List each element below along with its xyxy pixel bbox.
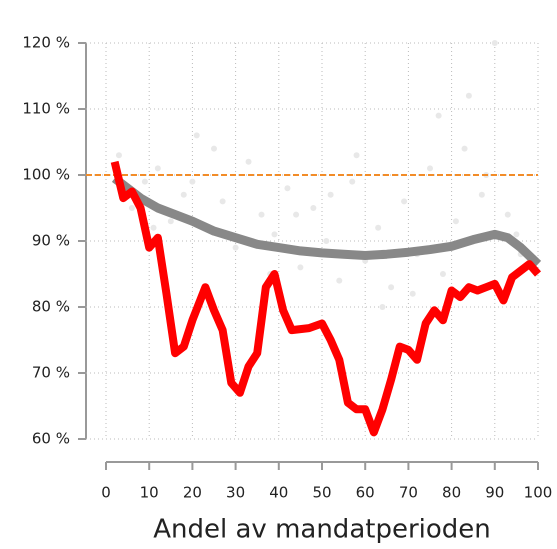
scatter-point	[401, 198, 408, 205]
scatter-point	[245, 158, 252, 165]
scatter-point	[504, 211, 511, 218]
x-tick-label: 10	[140, 484, 159, 502]
y-tick-label: 80 %	[32, 298, 70, 316]
x-tick-label: 0	[101, 484, 111, 502]
x-tick-label: 70	[399, 484, 418, 502]
scatter-point	[310, 205, 317, 211]
scatter-point	[465, 92, 472, 99]
scatter-point	[293, 211, 300, 218]
scatter-point	[513, 231, 520, 238]
scatter-point	[336, 277, 343, 284]
scatter-point	[271, 231, 278, 238]
x-tick-label: 90	[485, 484, 504, 502]
scatter-point	[189, 178, 196, 185]
scatter-point	[323, 238, 330, 244]
y-tick-label: 120 %	[22, 34, 70, 52]
scatter-point	[284, 185, 291, 192]
x-tick-label: 40	[269, 484, 288, 502]
scatter-point	[375, 224, 382, 231]
scatter-point	[452, 218, 459, 225]
scatter-point	[409, 290, 416, 297]
x-tick-label: 80	[442, 484, 461, 502]
scatter-point	[427, 165, 433, 172]
scatter-point	[219, 198, 226, 205]
scatter-point	[388, 284, 395, 291]
x-tick-label: 20	[183, 484, 202, 502]
y-tick-label: 110 %	[22, 100, 70, 118]
scatter-point	[327, 191, 334, 198]
scatter-point	[258, 211, 265, 218]
scatter-point	[349, 178, 356, 185]
scatter-point	[154, 165, 161, 172]
scatter-point	[435, 112, 442, 119]
scatter-point	[128, 205, 135, 211]
x-tick-label: 100	[524, 484, 553, 502]
scatter-point	[353, 152, 360, 159]
scatter-point	[461, 145, 468, 152]
scatter-point	[232, 244, 239, 251]
scatter-point	[211, 145, 217, 152]
line-series	[111, 174, 542, 268]
x-tick-label: 30	[226, 484, 245, 502]
scatter-point	[439, 271, 446, 277]
x-axis-label: Andel av mandatperioden	[153, 515, 491, 545]
scatter-point	[115, 152, 122, 159]
scatter-point	[379, 304, 386, 310]
x-tick-label: 60	[356, 484, 375, 502]
scatter-point	[180, 191, 187, 198]
scatter-point	[193, 132, 200, 139]
scatter-point	[167, 218, 174, 225]
y-tick-label: 70 %	[32, 364, 70, 382]
y-tick-label: 90 %	[32, 232, 70, 250]
scatter-point	[478, 191, 485, 198]
y-tick-label: 60 %	[32, 430, 70, 448]
y-tick-label: 100 %	[22, 166, 70, 184]
x-tick-label: 50	[312, 484, 331, 502]
scatter-point	[297, 264, 304, 271]
scatter-point	[491, 40, 498, 46]
scatter-point	[141, 178, 148, 185]
scatter-point	[150, 224, 157, 231]
line-series	[110, 160, 542, 437]
